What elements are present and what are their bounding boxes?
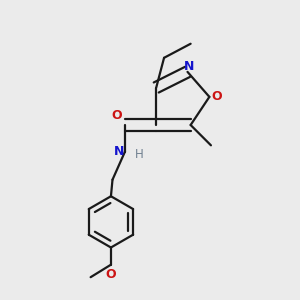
Text: N: N [184, 60, 194, 73]
Text: H: H [135, 148, 143, 160]
Text: O: O [112, 109, 122, 122]
Text: O: O [211, 90, 222, 104]
Text: O: O [106, 268, 116, 281]
Text: N: N [114, 145, 124, 158]
